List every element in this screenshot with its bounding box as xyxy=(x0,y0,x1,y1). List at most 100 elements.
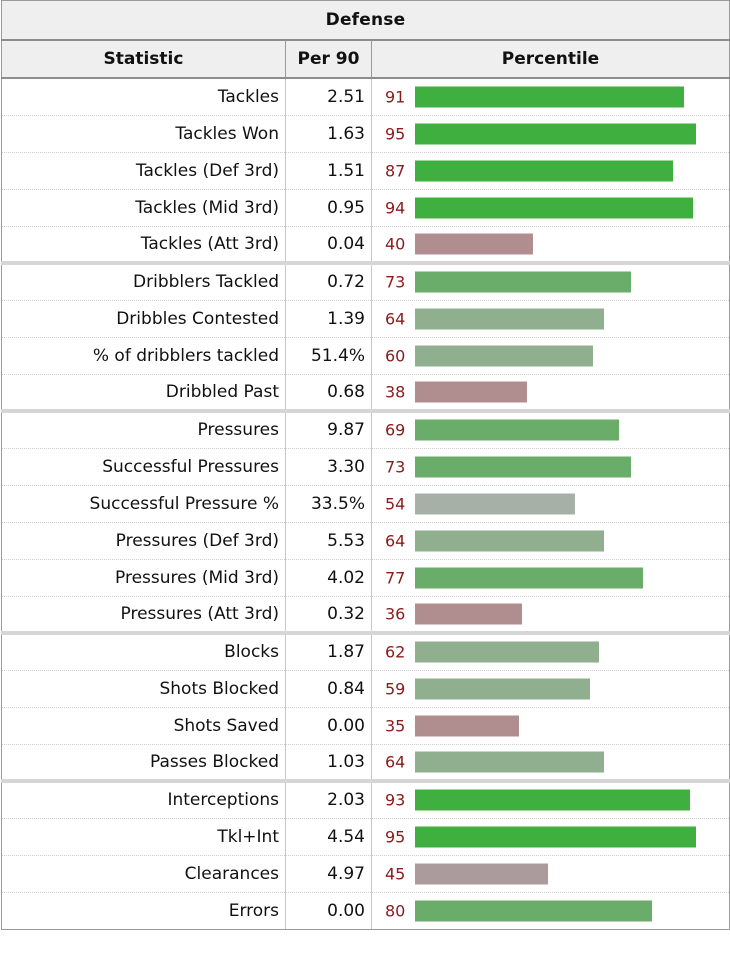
per90-cell: 1.03 xyxy=(285,744,372,782)
stat-name-cell[interactable]: Tackles xyxy=(1,78,286,116)
stat-name-cell[interactable]: Clearances xyxy=(1,855,286,893)
percentile-cell: 62 xyxy=(371,631,730,671)
percentile-bar xyxy=(415,86,684,108)
stat-name-cell[interactable]: Tackles (Att 3rd) xyxy=(1,226,286,264)
stat-name-cell[interactable]: % of dribblers tackled xyxy=(1,337,286,375)
percentile-bar xyxy=(415,308,604,329)
header-per90[interactable]: Per 90 xyxy=(285,39,372,79)
per90-cell: 4.97 xyxy=(285,855,372,893)
percentile-bar xyxy=(415,641,599,663)
percentile-bar xyxy=(415,603,522,625)
table-title: Defense xyxy=(1,0,730,41)
percentile-cell: 77 xyxy=(371,559,730,597)
table-row: Clearances 4.97 45 xyxy=(1,855,730,893)
table-row: Pressures 9.87 69 xyxy=(1,409,730,449)
table-row: Dribbled Past 0.68 38 xyxy=(1,374,730,412)
per90-cell: 0.32 xyxy=(285,596,372,634)
stat-name-cell[interactable]: Tackles Won xyxy=(1,115,286,153)
percentile-value: 91 xyxy=(385,87,406,107)
percentile-value: 94 xyxy=(385,198,406,217)
table-row: Interceptions 2.03 93 xyxy=(1,779,730,819)
percentile-value: 64 xyxy=(385,752,406,772)
per90-cell: 0.72 xyxy=(285,261,372,301)
per90-cell: 0.95 xyxy=(285,189,372,227)
percentile-bar xyxy=(415,271,631,293)
percentile-bar xyxy=(415,493,575,514)
stat-name-cell[interactable]: Blocks xyxy=(1,631,286,671)
percentile-value: 40 xyxy=(385,234,406,254)
per90-cell: 0.84 xyxy=(285,670,372,708)
percentile-value: 54 xyxy=(385,494,406,513)
percentile-value: 73 xyxy=(385,272,406,292)
percentile-value: 36 xyxy=(385,604,406,624)
stat-name-cell[interactable]: Shots Saved xyxy=(1,707,286,745)
percentile-value: 64 xyxy=(385,531,406,550)
percentile-value: 62 xyxy=(385,642,406,662)
percentile-cell: 94 xyxy=(371,189,730,227)
percentile-cell: 38 xyxy=(371,374,730,412)
stat-name-cell[interactable]: Dribbles Contested xyxy=(1,300,286,338)
percentile-value: 80 xyxy=(385,901,406,920)
percentile-cell: 35 xyxy=(371,707,730,745)
per90-cell: 33.5% xyxy=(285,485,372,523)
table-row: Dribbles Contested 1.39 64 xyxy=(1,300,730,338)
percentile-cell: 64 xyxy=(371,522,730,560)
percentile-cell: 95 xyxy=(371,818,730,856)
stat-name-cell[interactable]: Dribblers Tackled xyxy=(1,261,286,301)
stat-name-cell[interactable]: Pressures (Mid 3rd) xyxy=(1,559,286,597)
header-percentile[interactable]: Percentile xyxy=(371,39,730,79)
stat-name-cell[interactable]: Pressures (Def 3rd) xyxy=(1,522,286,560)
percentile-bar xyxy=(415,789,690,811)
percentile-cell: 95 xyxy=(371,115,730,153)
table-row: Successful Pressures 3.30 73 xyxy=(1,448,730,486)
percentile-value: 93 xyxy=(385,790,406,810)
stat-name-cell[interactable]: Successful Pressures xyxy=(1,448,286,486)
percentile-value: 35 xyxy=(385,716,406,735)
percentile-bar xyxy=(415,456,631,477)
percentile-cell: 80 xyxy=(371,892,730,930)
header-statistic[interactable]: Statistic xyxy=(1,39,286,79)
percentile-cell: 73 xyxy=(371,448,730,486)
percentile-value: 69 xyxy=(385,420,406,440)
stat-name-cell[interactable]: Tackles (Mid 3rd) xyxy=(1,189,286,227)
table-body: Tackles 2.51 91 Tackles Won 1.63 95 Tackles (D… xyxy=(1,78,730,930)
table-row: Errors 0.00 80 xyxy=(1,892,730,930)
stat-name-cell[interactable]: Tkl+Int xyxy=(1,818,286,856)
stat-name-cell[interactable]: Errors xyxy=(1,892,286,930)
stat-name-cell[interactable]: Passes Blocked xyxy=(1,744,286,782)
defense-table: Defense Statistic Per 90 Percentile Tack… xyxy=(1,0,730,930)
stat-name-cell[interactable]: Tackles (Def 3rd) xyxy=(1,152,286,190)
per90-cell: 0.68 xyxy=(285,374,372,412)
stat-name-cell[interactable]: Dribbled Past xyxy=(1,374,286,412)
percentile-value: 59 xyxy=(385,679,406,698)
percentile-value: 73 xyxy=(385,457,406,476)
table-row: Tkl+Int 4.54 95 xyxy=(1,818,730,856)
per90-cell: 1.51 xyxy=(285,152,372,190)
percentile-value: 87 xyxy=(385,161,406,180)
per90-cell: 4.02 xyxy=(285,559,372,597)
percentile-cell: 73 xyxy=(371,261,730,301)
table-row: Pressures (Def 3rd) 5.53 64 xyxy=(1,522,730,560)
per90-cell: 1.39 xyxy=(285,300,372,338)
stat-name-cell[interactable]: Pressures (Att 3rd) xyxy=(1,596,286,634)
per90-cell: 2.51 xyxy=(285,78,372,116)
per90-cell: 51.4% xyxy=(285,337,372,375)
table-row: Shots Blocked 0.84 59 xyxy=(1,670,730,708)
percentile-bar xyxy=(415,826,696,847)
percentile-bar xyxy=(415,381,527,403)
percentile-cell: 60 xyxy=(371,337,730,375)
stat-name-cell[interactable]: Interceptions xyxy=(1,779,286,819)
percentile-cell: 54 xyxy=(371,485,730,523)
percentile-bar xyxy=(415,863,548,884)
stat-name-cell[interactable]: Shots Blocked xyxy=(1,670,286,708)
table-row: Pressures (Mid 3rd) 4.02 77 xyxy=(1,559,730,597)
percentile-value: 64 xyxy=(385,309,406,328)
percentile-cell: 45 xyxy=(371,855,730,893)
per90-cell: 1.87 xyxy=(285,631,372,671)
per90-cell: 9.87 xyxy=(285,409,372,449)
stat-name-cell[interactable]: Successful Pressure % xyxy=(1,485,286,523)
per90-cell: 1.63 xyxy=(285,115,372,153)
stat-name-cell[interactable]: Pressures xyxy=(1,409,286,449)
percentile-bar xyxy=(415,233,533,255)
table-row: Successful Pressure % 33.5% 54 xyxy=(1,485,730,523)
